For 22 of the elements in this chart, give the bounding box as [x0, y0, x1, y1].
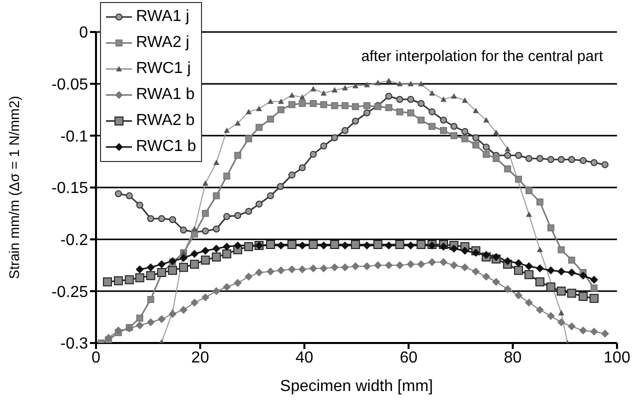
- legend-label: RWA1 j: [136, 8, 190, 26]
- y-tick-label: -0.1: [60, 128, 88, 146]
- y-axis-title: Strain mm/m (Δσ = 1 N/mm2): [6, 96, 22, 280]
- x-tick-label: 100: [604, 349, 630, 366]
- x-tick-label: 0: [92, 349, 101, 366]
- y-tick-label: 0: [79, 24, 88, 42]
- legend-label: RWC1 j: [136, 60, 191, 78]
- y-tick-label: -0.15: [52, 180, 88, 198]
- y-tick-label: -0.3: [60, 336, 88, 353]
- legend-label: RWA2 j: [136, 34, 190, 52]
- legend-label: RWA2 b: [136, 112, 195, 130]
- legend-label: RWA1 b: [136, 86, 195, 104]
- y-tick-label: -0.05: [52, 76, 88, 94]
- legend-label: RWC1 b: [136, 138, 196, 156]
- x-tick-label: 60: [400, 349, 418, 366]
- x-axis-title: Specimen width [mm]: [280, 378, 433, 395]
- x-tick-label: 20: [191, 349, 210, 366]
- annotation: after interpolation for the central part: [361, 48, 603, 65]
- x-tick-label: 80: [504, 349, 522, 366]
- y-tick-label: -0.25: [52, 284, 88, 301]
- y-tick-label: -0.2: [60, 232, 88, 250]
- x-tick-label: 40: [296, 349, 314, 366]
